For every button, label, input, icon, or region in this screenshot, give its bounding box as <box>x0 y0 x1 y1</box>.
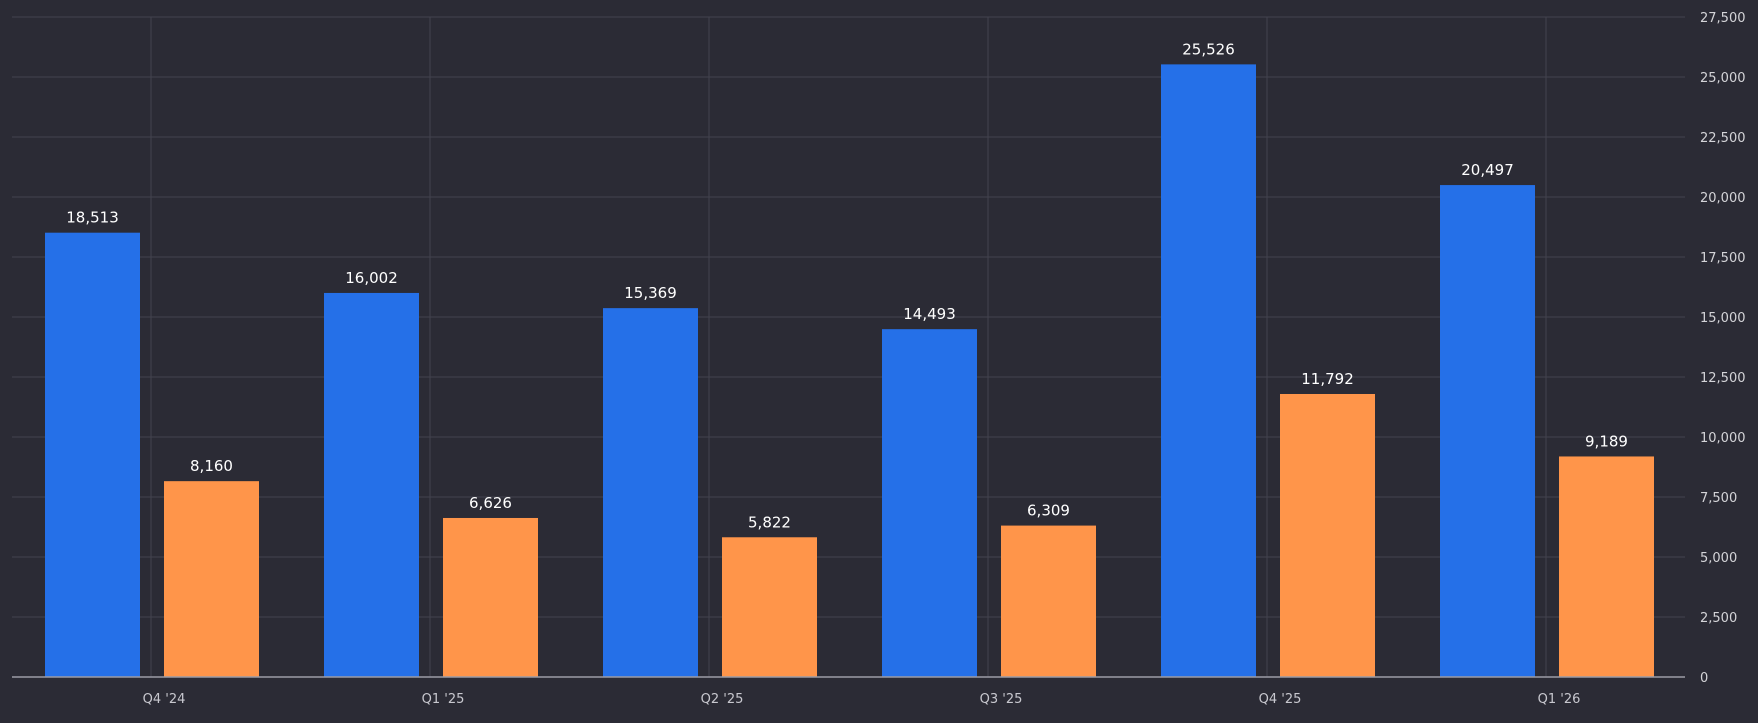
bar[interactable] <box>1440 185 1535 677</box>
data-label: 9,189 <box>1585 432 1628 450</box>
data-label: 11,792 <box>1301 370 1354 388</box>
bar[interactable] <box>164 481 259 677</box>
grid-lines <box>12 16 1685 677</box>
y-tick-label: 0 <box>1700 671 1708 686</box>
y-tick-label: 20,000 <box>1700 191 1746 206</box>
y-tick-label: 12,500 <box>1700 371 1746 386</box>
y-tick-label: 2,500 <box>1700 611 1737 626</box>
x-tick-label: Q1 '25 <box>422 692 465 707</box>
x-tick-label: Q1 '26 <box>1538 692 1581 707</box>
y-tick-label: 7,500 <box>1700 491 1737 506</box>
y-tick-label: 10,000 <box>1700 431 1746 446</box>
y-tick-label: 15,000 <box>1700 311 1746 326</box>
bar[interactable] <box>1559 456 1654 677</box>
bar[interactable] <box>443 517 538 677</box>
bars <box>45 64 1654 678</box>
data-label: 6,309 <box>1027 502 1070 520</box>
y-tick-label: 27,500 <box>1700 11 1746 26</box>
data-labels: 18,513 16,002 15,369 14,493 25,526 20,497 8,16… <box>66 40 1628 531</box>
bar[interactable] <box>324 292 419 677</box>
data-label: 25,526 <box>1182 40 1235 58</box>
data-label: 8,160 <box>190 457 233 475</box>
y-tick-label: 22,500 <box>1700 131 1746 146</box>
bar[interactable] <box>45 232 140 678</box>
data-label: 5,822 <box>748 513 791 531</box>
x-tick-label: Q4 '24 <box>143 692 186 707</box>
x-tick-label: Q4 '25 <box>1259 692 1302 707</box>
bar[interactable] <box>1001 525 1096 677</box>
y-tick-label: 5,000 <box>1700 551 1737 566</box>
y-tick-label: 17,500 <box>1700 251 1746 266</box>
bar[interactable] <box>603 308 698 677</box>
x-tick-label: Q3 '25 <box>980 692 1023 707</box>
x-tick-label: Q2 '25 <box>701 692 744 707</box>
data-label: 14,493 <box>903 305 956 323</box>
data-label: 6,626 <box>469 494 512 512</box>
bar[interactable] <box>882 329 977 677</box>
bar[interactable] <box>722 537 817 677</box>
bar[interactable] <box>1280 393 1375 677</box>
data-label: 15,369 <box>624 284 677 302</box>
bar[interactable] <box>1161 64 1256 678</box>
data-label: 18,513 <box>66 209 119 227</box>
data-label: 20,497 <box>1461 161 1514 179</box>
data-label: 16,002 <box>345 269 398 287</box>
y-tick-label: 25,000 <box>1700 71 1746 86</box>
axes: 0 2,500 5,000 7,500 10,000 12,500 15,000 17,500… <box>12 11 1746 707</box>
